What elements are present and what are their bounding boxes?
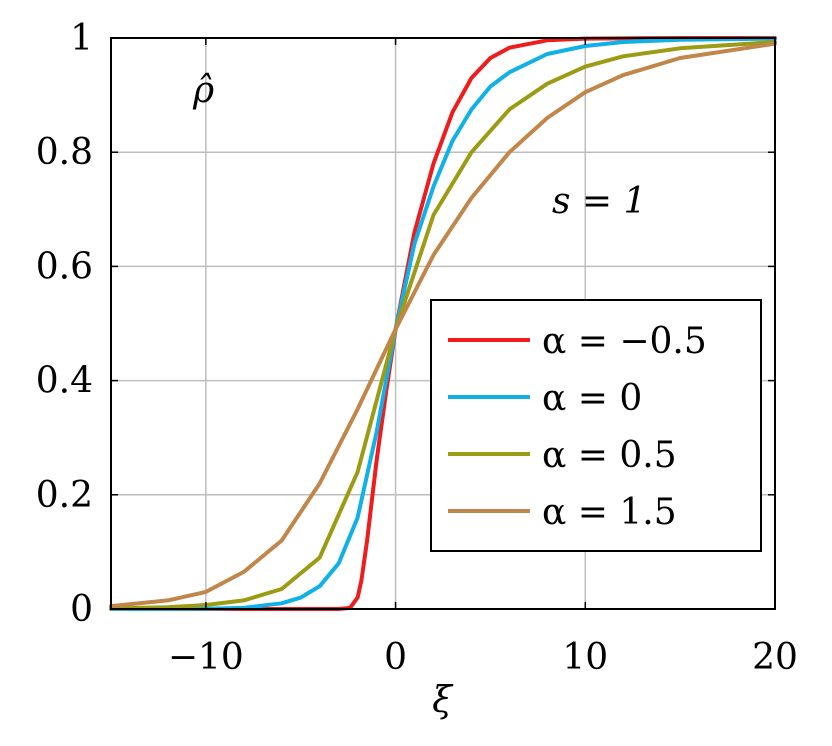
legend: α = −0.5 α = 0 α = 0.5 α = 1.5 bbox=[430, 299, 762, 552]
series-lines bbox=[109, 36, 777, 611]
parameter-annotation: s = 1 bbox=[552, 181, 646, 222]
legend-label-2: α = 0.5 bbox=[542, 435, 677, 476]
y-tick-label-4: 0.8 bbox=[36, 132, 93, 173]
y-tick-label-0: 0 bbox=[70, 589, 93, 630]
legend-label-3: α = 1.5 bbox=[542, 492, 677, 533]
series-line-0 bbox=[109, 36, 777, 611]
x-tick-label-0: −10 bbox=[168, 637, 244, 678]
series-line-2 bbox=[109, 40, 777, 611]
x-tick-label-2: 10 bbox=[562, 637, 608, 678]
y-axis-label: ρ̂ bbox=[192, 70, 214, 111]
y-tick-label-5: 1 bbox=[70, 18, 93, 59]
x-axis-label: ξ bbox=[432, 680, 454, 721]
y-tick-label-2: 0.4 bbox=[36, 361, 93, 402]
x-tick-label-3: 20 bbox=[752, 637, 798, 678]
series-line-1 bbox=[109, 36, 777, 611]
legend-label-1: α = 0 bbox=[542, 378, 642, 419]
x-tick-label-1: 0 bbox=[384, 637, 407, 678]
plot-area-frame bbox=[110, 37, 776, 610]
axis-ticks: −10 0 10 20 0 0.2 0.4 0.6 0.8 1 bbox=[36, 18, 798, 678]
legend-label-0: α = −0.5 bbox=[542, 321, 707, 362]
series-line-3 bbox=[109, 41, 777, 609]
y-tick-label-1: 0.2 bbox=[36, 475, 93, 516]
y-tick-label-3: 0.6 bbox=[36, 246, 93, 287]
